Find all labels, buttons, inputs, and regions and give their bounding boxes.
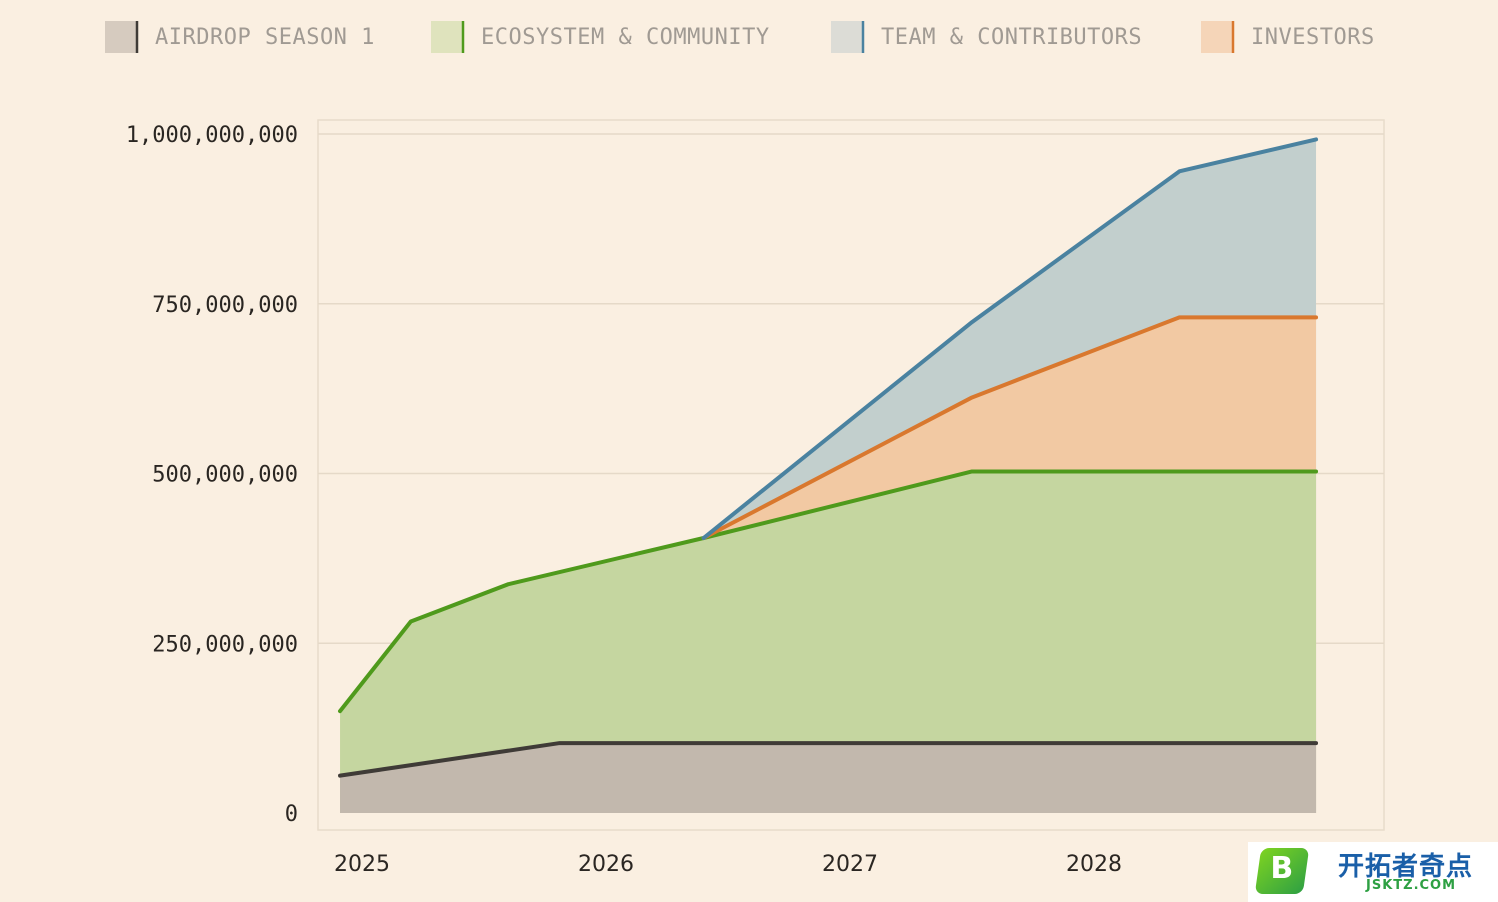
- x-tick-label: 2028: [1066, 852, 1122, 877]
- watermark-subtitle: JSKTZ.COM: [1366, 878, 1457, 893]
- y-tick-label: 750,000,000: [152, 293, 298, 318]
- legend-swatch-airdrop-season-1: [105, 21, 137, 53]
- legend-swatch-team-and-contributors: [831, 21, 863, 53]
- legend-label-team-and-contributors: TEAM & CONTRIBUTORS: [881, 25, 1142, 50]
- area-airdrop-season-1: [340, 743, 1317, 813]
- legend-label-ecosystem-and-community: ECOSYSTEM & COMMUNITY: [481, 25, 770, 50]
- x-tick-label: 2027: [822, 852, 878, 877]
- y-tick-label: 0: [285, 802, 298, 827]
- watermark-logo-letter: B: [1270, 851, 1294, 886]
- line-ecosystem-and-community: [338, 469, 1319, 714]
- line-airdrop-season-1: [338, 741, 1319, 778]
- area-ecosystem-and-community: [340, 471, 1317, 813]
- line-team-and-contributors: [701, 137, 1319, 541]
- y-tick-label: 500,000,000: [152, 463, 298, 488]
- legend-swatch-investors: [1201, 21, 1233, 53]
- y-tick-label: 250,000,000: [152, 632, 298, 657]
- line-investors: [701, 315, 1319, 541]
- plot-frame: [317, 119, 1385, 831]
- legend-label-airdrop-season-1: AIRDROP SEASON 1: [155, 25, 375, 50]
- watermark-logo-icon: B: [1254, 848, 1310, 894]
- legend-label-investors: INVESTORS: [1251, 25, 1375, 50]
- legend-swatch-ecosystem-and-community: [431, 21, 463, 53]
- x-tick-label: 2026: [578, 852, 634, 877]
- x-tick-label: 2025: [334, 852, 390, 877]
- watermark: B 开拓者奇点 JSKTZ.COM: [1248, 842, 1498, 902]
- watermark-title: 开拓者奇点: [1338, 852, 1474, 882]
- y-tick-label: 1,000,000,000: [126, 123, 298, 148]
